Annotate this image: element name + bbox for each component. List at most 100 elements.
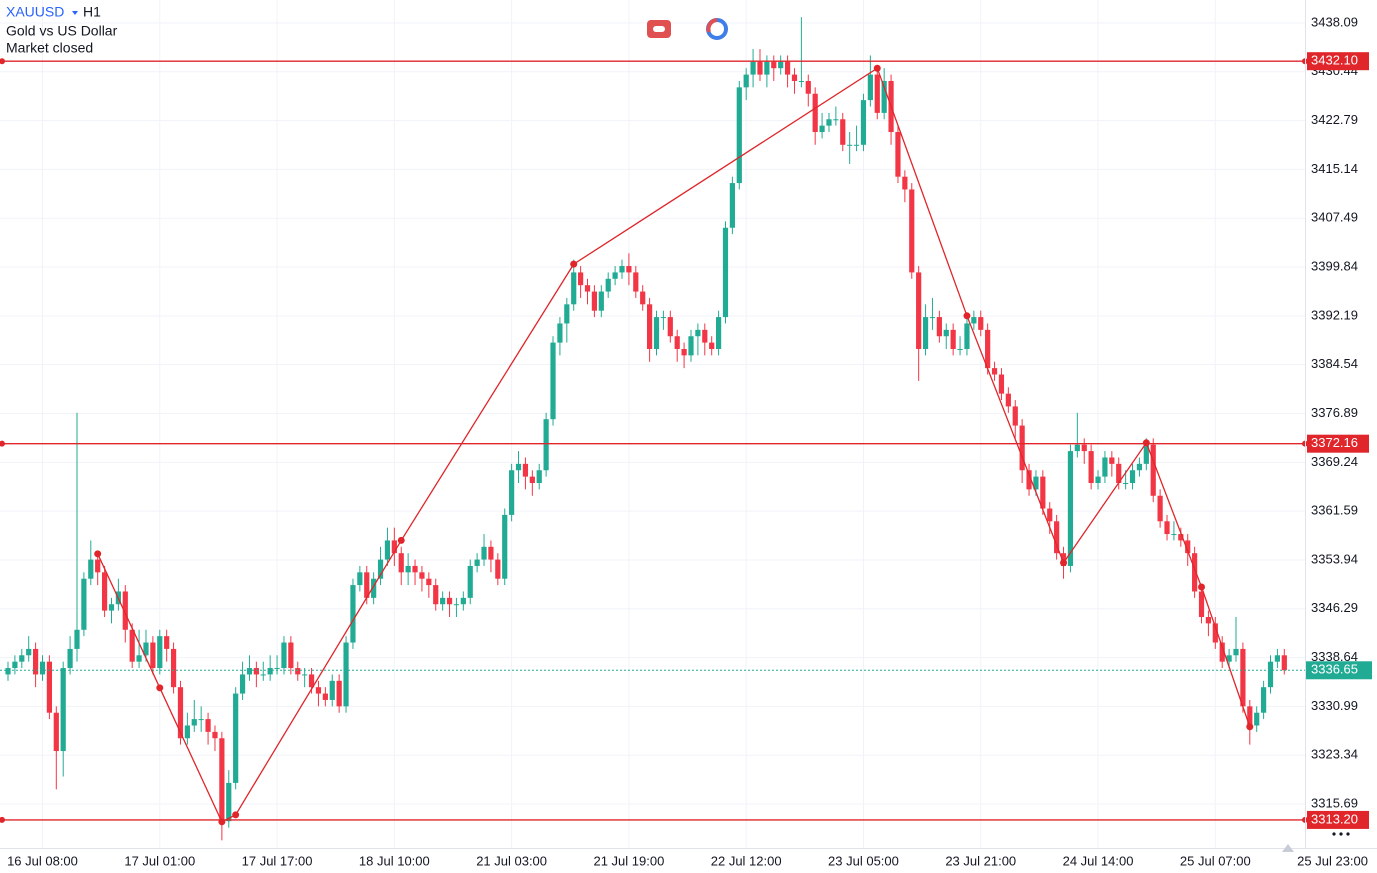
x-tick-label: 17 Jul 01:00 (124, 853, 195, 868)
candle-body (101, 572, 108, 611)
timeframe[interactable]: H1 (83, 4, 101, 20)
icon-glyph (653, 26, 665, 32)
candle-body (936, 317, 942, 337)
candle-body (371, 578, 377, 598)
candle-body (1157, 495, 1163, 522)
zigzag-point (94, 550, 102, 558)
x-tick-label: 21 Jul 19:00 (593, 853, 664, 868)
zigzag-point (1246, 723, 1254, 731)
grid (0, 0, 1305, 848)
candle-body (60, 668, 66, 752)
zigzag-point (570, 260, 578, 268)
candle-body (12, 661, 18, 669)
candle-body (591, 291, 598, 311)
candle-body (750, 61, 756, 75)
candle-body (1143, 444, 1149, 464)
candle-body (1198, 591, 1205, 617)
price-line-box (1307, 434, 1369, 453)
candle-body (522, 463, 529, 477)
candle-body (902, 176, 908, 190)
candle-body (1054, 521, 1060, 554)
candle-body (584, 285, 591, 292)
candle-body (1005, 393, 1011, 407)
candle-body (95, 559, 101, 573)
symbol[interactable]: XAUUSD (6, 4, 64, 20)
candle-body (1267, 661, 1274, 688)
candle-body (108, 604, 115, 611)
price-line-label: 3313.20 (1311, 811, 1358, 826)
x-tick-label: 18 Jul 10:00 (359, 853, 430, 868)
zigzag-point (873, 64, 881, 72)
candle-body (529, 476, 535, 483)
candle-body (764, 61, 770, 75)
candle-body (1164, 521, 1170, 535)
y-tick-label: 3353.94 (1311, 551, 1358, 566)
candle-body (943, 329, 949, 337)
y-tick-label: 3315.69 (1311, 795, 1358, 810)
x-tick-label: 24 Jul 14:00 (1063, 853, 1134, 868)
candle-body (5, 668, 11, 675)
candle-body (246, 668, 253, 675)
candle-body (488, 546, 494, 560)
candle-body (191, 719, 197, 726)
more-icon[interactable] (1332, 832, 1350, 836)
y-tick-label: 3338.64 (1311, 649, 1358, 664)
candle-body (922, 317, 929, 349)
candle-body (495, 559, 501, 579)
x-tick-label: 25 Jul 07:00 (1180, 853, 1251, 868)
candle-body (212, 731, 218, 739)
candle-body (957, 348, 963, 350)
candle-body (667, 317, 673, 337)
candle-body (474, 559, 480, 566)
candle-body (1102, 457, 1108, 477)
candle-body (1240, 648, 1246, 707)
candle-body (874, 74, 880, 113)
price-line-box (1307, 52, 1369, 71)
candle-body (578, 272, 584, 286)
candle-body (633, 272, 639, 292)
candle-body (177, 687, 184, 739)
candle-body (39, 661, 46, 675)
candle-body (267, 668, 273, 675)
y-tick-label: 3369.24 (1311, 454, 1358, 469)
candle-body (743, 74, 749, 88)
candle-body (564, 304, 570, 324)
candle-body (288, 642, 294, 669)
toolbar-icons[interactable] (647, 18, 728, 40)
candle-body (729, 183, 735, 228)
candle-body (1261, 687, 1267, 713)
zigzag-point (397, 536, 405, 544)
overlay (0, 58, 1308, 826)
y-tick-label: 3422.79 (1311, 112, 1358, 127)
candle-body (205, 719, 211, 732)
candle-body (978, 317, 984, 330)
candle-body (419, 572, 425, 579)
candle-body (1109, 457, 1115, 464)
candle-body (791, 74, 798, 81)
candle-body (998, 374, 1005, 394)
candle-body (909, 189, 915, 273)
current-price-box (1306, 661, 1372, 680)
candle-body (840, 119, 846, 145)
candle-body (509, 470, 515, 515)
y-tick-label: 3407.49 (1311, 210, 1358, 225)
candle-body (778, 61, 784, 69)
y-tick-label: 3438.09 (1311, 14, 1358, 29)
symbol-caret[interactable] (72, 11, 78, 15)
candle-body (46, 661, 52, 713)
candle-body (122, 591, 128, 630)
x-tick-label: 23 Jul 05:00 (828, 853, 899, 868)
candle-body (260, 674, 266, 676)
x-tick-label: 21 Jul 03:00 (476, 853, 547, 868)
candle-body (336, 680, 342, 707)
candle-body (467, 565, 473, 598)
candle-body (881, 80, 887, 113)
candle-body (405, 565, 411, 573)
scroll-icon[interactable] (1282, 844, 1294, 852)
candle-body (1067, 451, 1074, 566)
y-tick-label: 3346.29 (1311, 600, 1358, 615)
candle-body (502, 514, 508, 579)
candle-body (950, 329, 956, 349)
y-tick-label: 3415.14 (1311, 161, 1358, 176)
candle-body (798, 80, 804, 82)
